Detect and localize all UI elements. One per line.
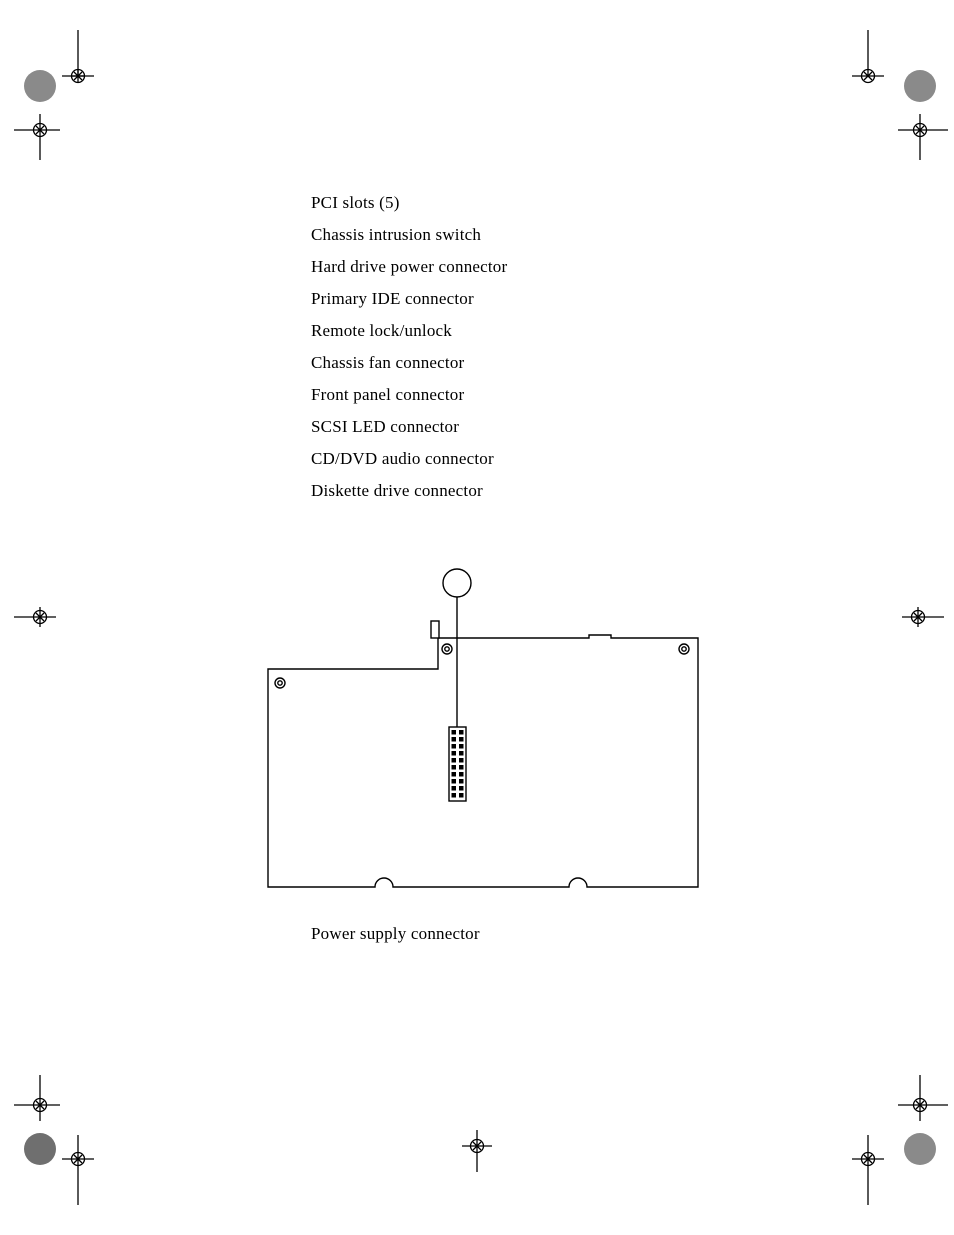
list-item: Hard drive power connector	[311, 258, 507, 275]
list-item: SCSI LED connector	[311, 418, 507, 435]
connector-list: PCI slots (5) Chassis intrusion switch H…	[311, 194, 507, 514]
list-item: Chassis fan connector	[311, 354, 507, 371]
diagram-caption: Power supply connector	[311, 924, 480, 944]
list-item: CD/DVD audio connector	[311, 450, 507, 467]
list-item: Remote lock/unlock	[311, 322, 507, 339]
regmark-bottom-center	[452, 1122, 502, 1172]
board-diagram	[263, 565, 703, 895]
regmark-top-left	[14, 30, 94, 160]
regmark-top-right	[838, 30, 948, 160]
list-item: Primary IDE connector	[311, 290, 507, 307]
list-item: Diskette drive connector	[311, 482, 507, 499]
list-item: Front panel connector	[311, 386, 507, 403]
list-item: Chassis intrusion switch	[311, 226, 507, 243]
regmark-mid-left	[14, 597, 64, 637]
regmark-bottom-left	[14, 1075, 94, 1205]
regmark-mid-right	[894, 597, 944, 637]
list-item: PCI slots (5)	[311, 194, 507, 211]
regmark-bottom-right	[838, 1075, 948, 1205]
